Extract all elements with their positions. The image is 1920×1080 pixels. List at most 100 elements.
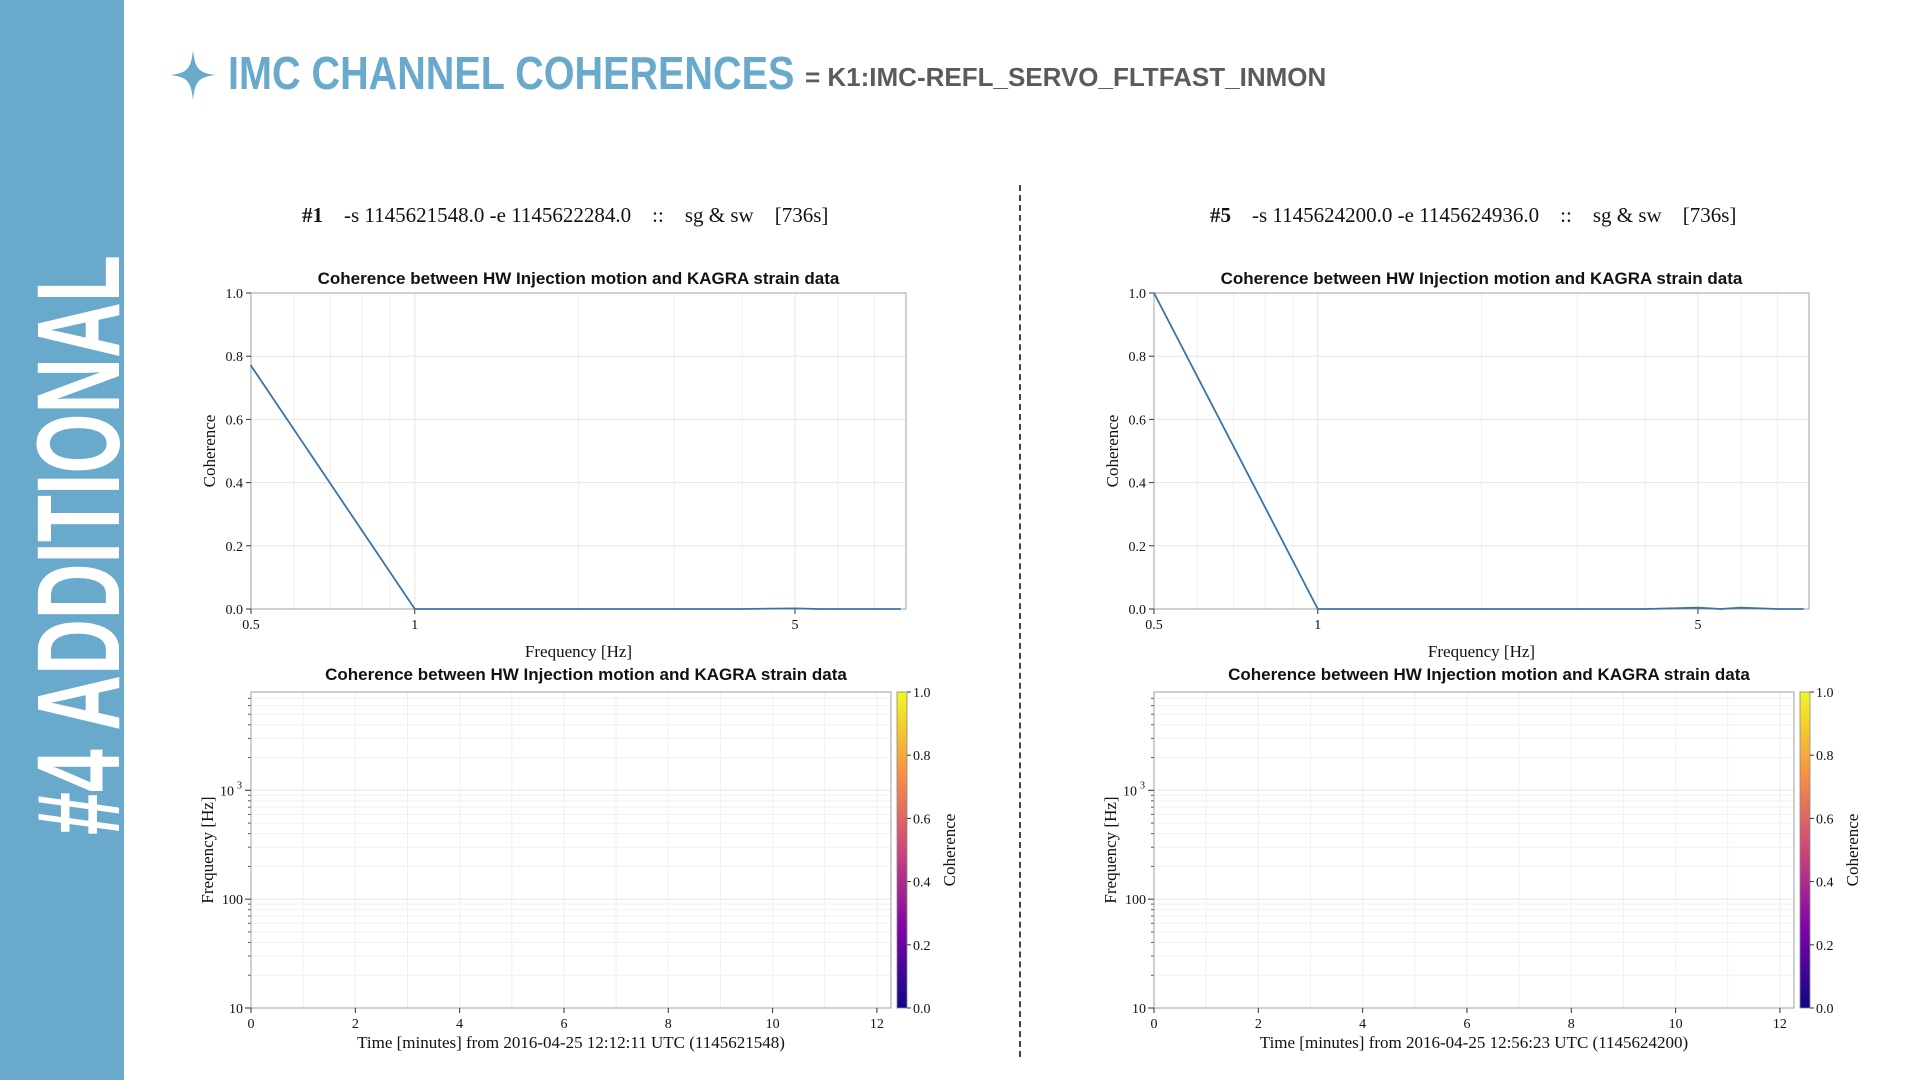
y-axis-label: Coherence [200, 415, 219, 488]
y-tick-label: 0.4 [226, 477, 244, 492]
data-point [873, 608, 876, 610]
colorbar-tick-label: 0.6 [913, 812, 931, 827]
chart-title: Coherence between HW Injection motion an… [1228, 665, 1750, 684]
y-axis-label: Frequency [Hz] [1101, 796, 1120, 903]
data-point [1776, 608, 1779, 610]
data-point [794, 607, 796, 610]
x-tick-label: 2 [352, 1017, 359, 1032]
colorbar-label: Coherence [940, 814, 959, 887]
sidebar-label-svg: #4 ADDITIONAL [13, 255, 145, 835]
data-point [1644, 608, 1647, 610]
y-axis-label: Coherence [1103, 415, 1122, 488]
run-duration: [736s] [774, 203, 829, 227]
x-tick-label: 0.5 [1145, 618, 1163, 633]
run-tag: sg & sw [684, 203, 754, 227]
y-tick-label: 1.0 [226, 287, 244, 302]
x-axis-label: Frequency [Hz] [1428, 642, 1535, 661]
y-tick-label: 0.8 [226, 350, 244, 365]
y-tick-exponent: 3 [1140, 780, 1145, 791]
data-point [413, 608, 416, 610]
coherence-series-line [1153, 292, 1803, 610]
plot-frame [1153, 691, 1795, 1009]
chart-title: Coherence between HW Injection motion an… [1221, 269, 1743, 288]
x-tick-label: 0 [248, 1017, 255, 1032]
x-tick-label: 8 [1568, 1017, 1575, 1032]
colorbar-tick-label: 0.4 [913, 876, 931, 891]
data-point [1153, 292, 1155, 294]
data-point [1740, 606, 1742, 609]
y-tick-label: 10 [1123, 784, 1137, 799]
x-axis-label: Time [minutes] from 2016-04-25 12:56:23 … [1260, 1033, 1688, 1052]
colorbar-tick-label: 0.6 [1816, 812, 1834, 827]
x-tick-label: 1 [411, 618, 418, 633]
x-tick-label: 6 [560, 1017, 567, 1032]
run-sep: :: [1560, 203, 1572, 227]
sparkle-icon [170, 50, 216, 100]
y-tick-label: 10 [1132, 1002, 1146, 1017]
coherence-line-chart: 0.0 0.2 0.4 0.6 0.8 1.0 0.5 1 5 Coherence between… [1103, 269, 1810, 661]
colorbar-tick-label: 0.0 [1816, 1002, 1834, 1017]
coherence-line-chart: 0.0 0.2 0.4 0.6 0.8 1.0 0.5 1 5 Coherence between… [200, 269, 907, 661]
run-id: #1 [302, 203, 323, 227]
data-point [673, 608, 676, 610]
x-tick-label: 4 [1359, 1017, 1366, 1032]
colorbar-label: Coherence [1843, 814, 1862, 887]
page-subtitle: = K1:IMC-REFL_SERVO_FLTFAST_INMON [805, 62, 1327, 92]
y-tick-label: 10 [229, 1002, 243, 1017]
data-point [899, 608, 901, 610]
chart-title: Coherence between HW Injection motion an… [318, 269, 840, 288]
y-tick-label: 100 [1125, 893, 1146, 908]
run-args: -s 1145621548.0 -e 1145622284.0 [344, 203, 632, 227]
y-tick-label: 0.6 [1129, 413, 1147, 428]
x-tick-label: 0.5 [242, 618, 260, 633]
y-tick-label: 0.0 [1129, 603, 1147, 618]
run-tag: sg & sw [1592, 203, 1662, 227]
colorbar-tick-label: 0.4 [1816, 876, 1834, 891]
colorbar [1799, 691, 1811, 1009]
colorbar-tick-label: 0.2 [1816, 939, 1834, 954]
y-tick-label: 1.0 [1129, 287, 1147, 302]
colorbar-tick-label: 1.0 [1816, 686, 1834, 701]
column-divider [1019, 185, 1021, 1057]
x-tick-label: 5 [791, 618, 798, 633]
x-tick-label: 12 [1773, 1017, 1787, 1032]
colorbar-tick-label: 0.8 [1816, 749, 1834, 764]
plot-frame [250, 691, 892, 1009]
colorbar-tick-label: 0.2 [913, 939, 931, 954]
colorbar [896, 691, 908, 1009]
data-point [1576, 608, 1579, 610]
data-point [1316, 608, 1319, 610]
data-point [250, 364, 252, 367]
y-tick-label: 0.0 [226, 603, 244, 618]
y-tick-label: 0.2 [1129, 540, 1147, 555]
chart-title: Coherence between HW Injection motion an… [325, 665, 847, 684]
x-tick-label: 2 [1255, 1017, 1262, 1032]
x-tick-label: 0 [1151, 1017, 1158, 1032]
x-tick-label: 4 [456, 1017, 463, 1032]
run-duration: [736s] [1682, 203, 1737, 227]
x-tick-label: 6 [1463, 1017, 1470, 1032]
data-point [1719, 608, 1722, 610]
x-tick-label: 1 [1314, 618, 1321, 633]
coherence-series-line [250, 365, 900, 610]
run-sep: :: [652, 203, 664, 227]
page-title: IMC CHANNEL COHERENCES [228, 47, 795, 99]
colorbar-tick-label: 0.0 [913, 1002, 931, 1017]
run-label-5: #5 -s 1145624200.0 -e 1145624936.0 :: sg… [1210, 203, 1736, 228]
data-point [1697, 606, 1699, 609]
y-tick-label: 0.6 [226, 413, 244, 428]
y-axis-label: Frequency [Hz] [198, 796, 217, 903]
sidebar-label: #4 ADDITIONAL [13, 255, 145, 835]
y-tick-label: 100 [222, 893, 243, 908]
run-args: -s 1145624200.0 -e 1145624936.0 [1252, 203, 1540, 227]
y-tick-label: 0.4 [1129, 477, 1147, 492]
y-tick-label: 10 [220, 784, 234, 799]
colorbar-tick-label: 0.8 [913, 749, 931, 764]
y-tick-label: 0.2 [226, 540, 244, 555]
x-axis-label: Frequency [Hz] [525, 642, 632, 661]
x-tick-label: 8 [665, 1017, 672, 1032]
y-tick-exponent: 3 [237, 780, 242, 791]
x-tick-label: 10 [766, 1017, 780, 1032]
